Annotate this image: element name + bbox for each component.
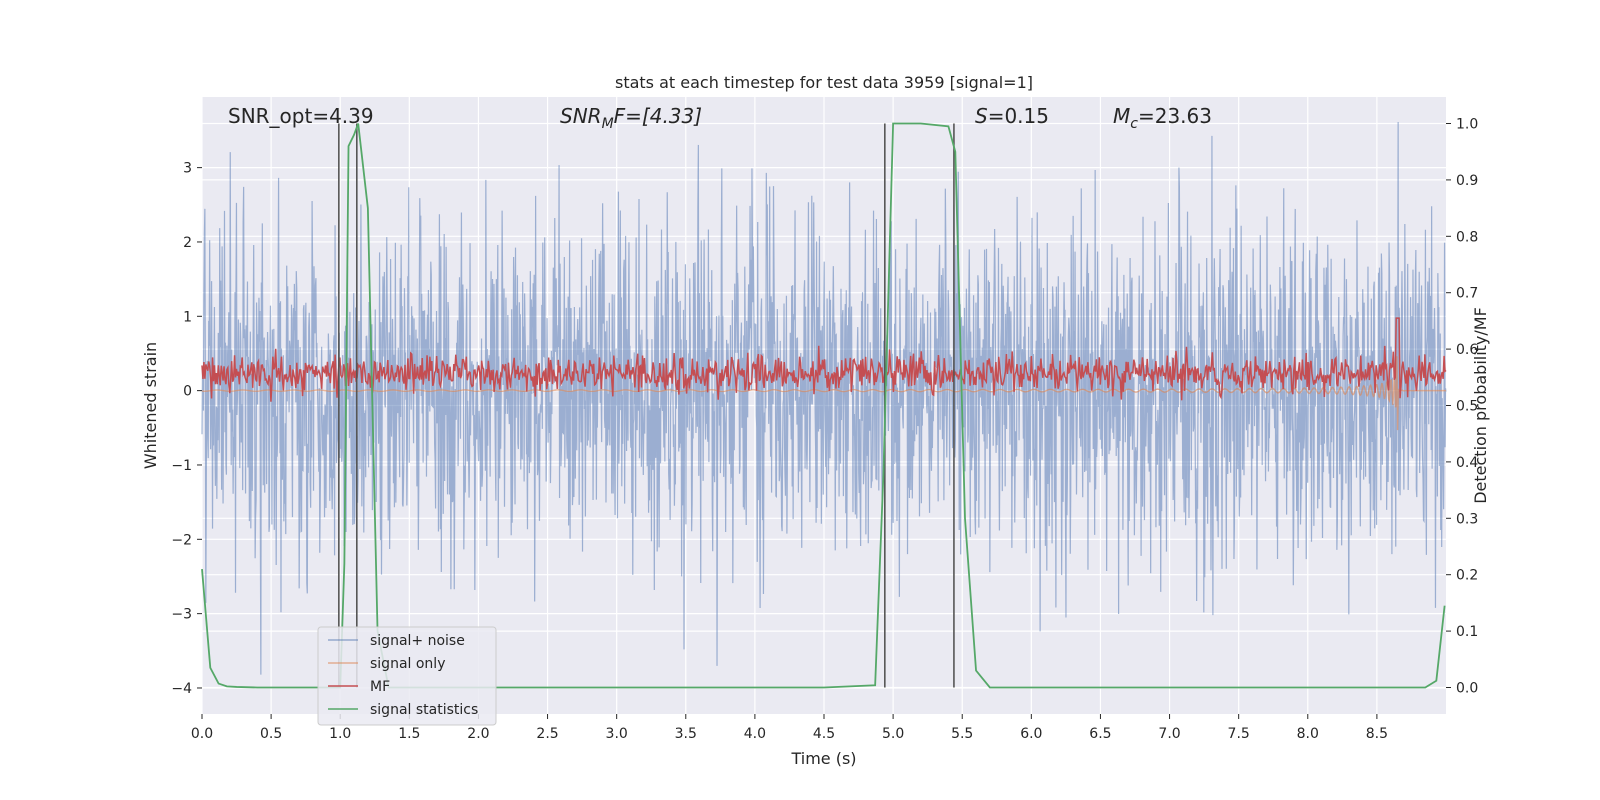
y-axis-left: −4 −3 −2 −1 0 1 2 3 [171, 161, 202, 697]
x-tick-label: 6.0 [1020, 726, 1042, 742]
y-right-tick-label: 0.8 [1456, 229, 1478, 245]
legend-label-mf: MF [370, 679, 390, 695]
x-tick-label: 2.5 [536, 726, 558, 742]
y-axis-right: 0.0 0.1 0.2 0.3 0.4 0.5 0.6 0.7 0.8 0.9 1.0 [1446, 117, 1478, 696]
y-left-tick-label: 0 [183, 384, 192, 400]
y-left-tick-label: −1 [171, 458, 192, 474]
y-right-tick-label: 0.9 [1456, 173, 1478, 189]
y-left-tick-label: 3 [183, 161, 192, 177]
x-tick-label: 4.0 [744, 726, 766, 742]
annotation-s: S=0.15 [975, 104, 1049, 128]
legend-label-noise: signal+ noise [370, 633, 465, 649]
series-layer [201, 121, 1447, 689]
x-tick-label: 1.0 [329, 726, 351, 742]
annotation-snr-mf-rest: F=[4.33] [614, 104, 702, 128]
y-left-tick-label: −4 [171, 681, 192, 697]
y-right-tick-label: 0.7 [1456, 286, 1478, 302]
annotation-snr-opt: SNR_opt=4.39 [228, 104, 374, 128]
x-tick-label: 8.5 [1366, 726, 1388, 742]
y-right-tick-label: 0.6 [1456, 342, 1478, 358]
x-tick-label: 7.0 [1158, 726, 1180, 742]
x-tick-label: 2.0 [467, 726, 489, 742]
x-tick-label: 0.0 [191, 726, 213, 742]
x-tick-label: 7.5 [1228, 726, 1250, 742]
series-signal-only [201, 356, 1446, 431]
legend-label-statistics: signal statistics [370, 702, 478, 718]
x-tick-label: 3.0 [606, 726, 628, 742]
annotation-s-rest: =0.15 [988, 104, 1049, 128]
y-axis-left-label: Whitened strain [141, 342, 160, 469]
series-mf [201, 317, 1447, 402]
chart-title: stats at each timestep for test data 395… [615, 73, 1033, 92]
x-tick-label: 0.5 [260, 726, 282, 742]
x-tick-label: 5.5 [951, 726, 973, 742]
y-right-tick-label: 0.5 [1456, 399, 1478, 415]
annotation-snr-mf-sub: M [602, 116, 614, 132]
annotation-s-main: S [975, 104, 988, 128]
y-left-tick-label: 1 [183, 309, 192, 325]
y-left-tick-label: −3 [171, 607, 192, 623]
x-axis-label: Time (s) [790, 749, 856, 768]
annotation-mc: Mc=23.63 [1113, 104, 1212, 132]
x-axis: 0.0 0.5 1.0 1.5 2.0 2.5 3.0 3.5 4.0 4.5 5.0 5.5 6.0 6… [191, 714, 1388, 742]
annotation-mc-main: M [1113, 104, 1130, 128]
annotation-mc-rest: =23.63 [1138, 104, 1212, 128]
legend-label-signal: signal only [370, 656, 445, 672]
legend: signal+ noise signal only MF signal stat… [317, 626, 497, 726]
y-axis-right-label: Detection probability/MF [1471, 307, 1490, 504]
y-left-tick-label: −2 [171, 532, 192, 548]
y-right-tick-label: 0.2 [1456, 568, 1478, 584]
legend-box [317, 626, 497, 726]
series-signal-statistics [201, 122, 1446, 689]
series-signal-noise [201, 121, 1447, 675]
annotation-mc-sub: c [1130, 116, 1138, 132]
x-tick-label: 5.0 [882, 726, 904, 742]
y-right-tick-label: 0.3 [1456, 511, 1478, 527]
annotation-snr-mf-main: SNR [560, 104, 602, 128]
x-tick-label: 4.5 [813, 726, 835, 742]
y-right-tick-label: 0.0 [1456, 680, 1478, 696]
x-tick-label: 8.0 [1297, 726, 1319, 742]
y-right-tick-label: 1.0 [1456, 117, 1478, 133]
x-tick-label: 1.5 [398, 726, 420, 742]
x-tick-label: 3.5 [675, 726, 697, 742]
annotation-snr-mf: SNRMF=[4.33] [560, 104, 702, 132]
y-right-tick-label: 0.1 [1456, 624, 1478, 640]
y-left-tick-label: 2 [183, 235, 192, 251]
x-tick-label: 6.5 [1089, 726, 1111, 742]
y-right-tick-label: 0.4 [1456, 455, 1478, 471]
